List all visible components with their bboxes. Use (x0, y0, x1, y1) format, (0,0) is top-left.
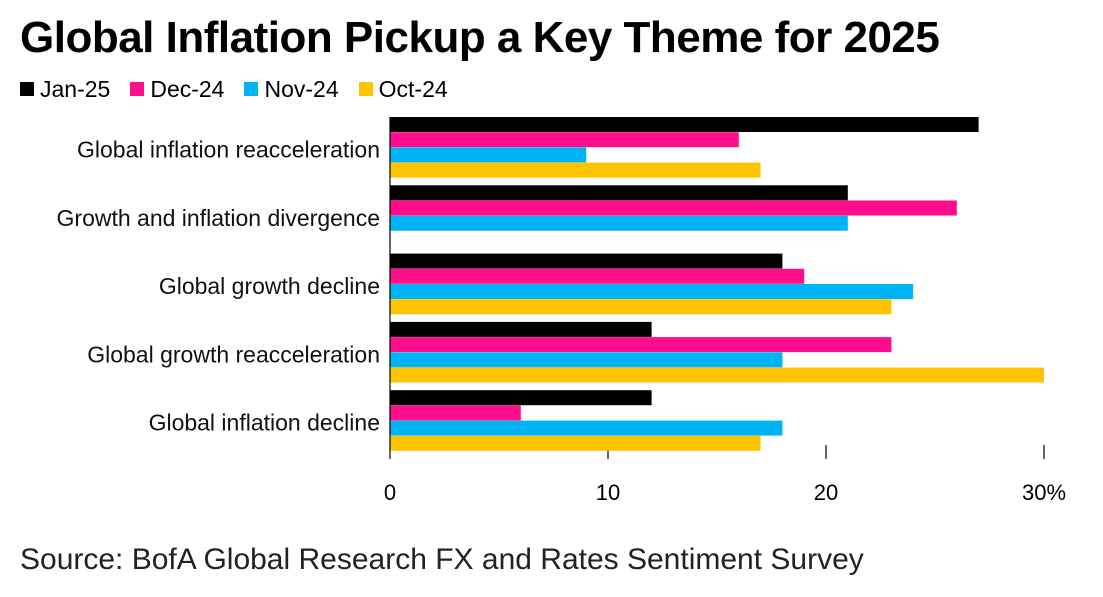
bar (390, 337, 892, 353)
legend-swatch (130, 82, 145, 96)
bar (390, 390, 652, 406)
bar (390, 132, 739, 148)
bar (390, 215, 848, 231)
bar (390, 268, 805, 284)
x-tick-label: 20 (814, 480, 838, 505)
bar (390, 299, 892, 315)
bar (390, 162, 761, 178)
legend-item: Dec-24 (130, 74, 224, 104)
legend-label: Oct-24 (378, 76, 448, 102)
bar (390, 200, 957, 216)
legend-item: Jan-25 (20, 74, 110, 104)
bar (390, 321, 652, 337)
bar (390, 284, 914, 299)
legend: Jan-25 Dec-24 Nov-24 Oct-24 (20, 74, 468, 104)
bar (390, 420, 783, 436)
legend-label: Dec-24 (150, 76, 225, 102)
category-label: Global growth decline (159, 273, 380, 299)
bar (390, 405, 521, 421)
x-tick-label: 10 (596, 480, 620, 505)
x-tick-label: 0 (384, 480, 396, 505)
bar (390, 435, 761, 451)
legend-item: Oct-24 (358, 74, 448, 104)
x-tick-label: 30% (1022, 480, 1066, 505)
category-label: Global inflation decline (149, 410, 380, 436)
category-label: Growth and inflation divergence (57, 205, 380, 231)
bar (390, 185, 848, 201)
chart-title: Global Inflation Pickup a Key Theme for … (20, 13, 940, 62)
legend-label: Nov-24 (264, 76, 339, 102)
bar (390, 367, 1044, 383)
legend-label: Jan-25 (40, 76, 111, 102)
bar (390, 117, 979, 132)
category-label: Global growth reacceleration (87, 341, 380, 367)
source-note: Source: BofA Global Research FX and Rate… (20, 543, 864, 576)
legend-item: Nov-24 (244, 74, 339, 104)
bar (390, 253, 783, 269)
legend-swatch (244, 82, 259, 96)
bar (390, 352, 783, 368)
legend-swatch (358, 82, 373, 96)
bar (390, 147, 587, 163)
legend-swatch (20, 82, 34, 96)
category-label: Global inflation reacceleration (77, 136, 380, 162)
